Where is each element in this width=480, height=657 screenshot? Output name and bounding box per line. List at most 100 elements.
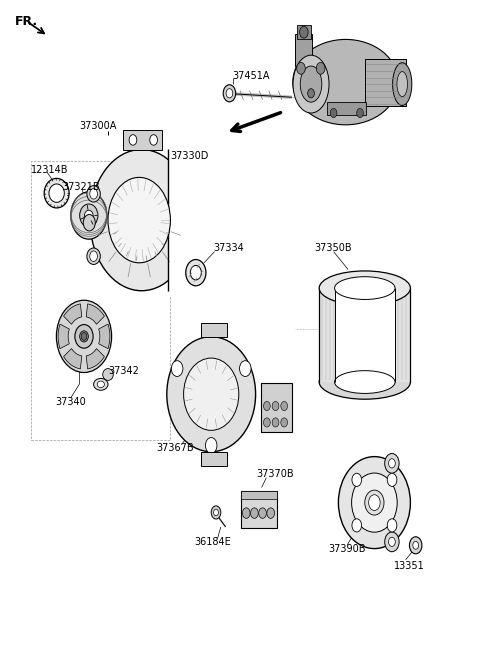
Circle shape — [385, 532, 399, 552]
Bar — [31, 161, 170, 440]
Ellipse shape — [190, 265, 202, 280]
Circle shape — [413, 541, 419, 549]
Ellipse shape — [365, 490, 384, 515]
Bar — [123, 130, 162, 150]
Text: 13351: 13351 — [394, 561, 424, 572]
Circle shape — [352, 473, 361, 486]
Polygon shape — [58, 324, 69, 349]
Circle shape — [387, 519, 397, 532]
Text: 37367B: 37367B — [156, 443, 193, 453]
Ellipse shape — [397, 72, 408, 97]
Ellipse shape — [80, 204, 98, 227]
Circle shape — [171, 361, 183, 376]
Text: 37300A: 37300A — [79, 121, 117, 131]
Bar — [26, 135, 458, 591]
Ellipse shape — [319, 365, 410, 399]
Ellipse shape — [108, 177, 170, 263]
Bar — [201, 323, 227, 337]
Circle shape — [300, 26, 308, 38]
Ellipse shape — [90, 150, 193, 290]
Circle shape — [267, 508, 275, 518]
Circle shape — [385, 453, 399, 473]
Ellipse shape — [351, 473, 397, 532]
Circle shape — [264, 418, 270, 427]
Ellipse shape — [75, 325, 93, 348]
Bar — [297, 25, 311, 39]
Circle shape — [409, 537, 422, 554]
Ellipse shape — [338, 457, 410, 549]
Circle shape — [297, 62, 305, 74]
Ellipse shape — [97, 381, 104, 388]
Ellipse shape — [84, 214, 95, 231]
Circle shape — [240, 361, 251, 376]
Text: 37330D: 37330D — [170, 151, 209, 162]
Ellipse shape — [87, 248, 100, 265]
Circle shape — [281, 401, 288, 411]
Polygon shape — [63, 304, 82, 325]
Bar — [201, 452, 227, 466]
Text: 37334: 37334 — [214, 243, 244, 254]
Circle shape — [389, 537, 396, 547]
Circle shape — [330, 108, 337, 118]
Circle shape — [259, 508, 266, 518]
Ellipse shape — [300, 66, 322, 102]
Ellipse shape — [80, 331, 88, 342]
Ellipse shape — [44, 179, 69, 208]
Circle shape — [90, 251, 97, 261]
Ellipse shape — [167, 336, 255, 452]
Text: 37321B: 37321B — [62, 182, 100, 193]
Ellipse shape — [71, 192, 107, 239]
Ellipse shape — [293, 39, 398, 125]
Ellipse shape — [103, 369, 113, 380]
Circle shape — [389, 459, 396, 468]
Ellipse shape — [49, 184, 64, 202]
Bar — [295, 34, 312, 66]
Ellipse shape — [293, 55, 329, 113]
Ellipse shape — [393, 63, 412, 105]
Polygon shape — [86, 304, 105, 325]
Ellipse shape — [335, 371, 395, 394]
Circle shape — [214, 509, 218, 516]
Bar — [241, 491, 277, 528]
Circle shape — [369, 495, 380, 510]
Ellipse shape — [335, 277, 395, 300]
Bar — [335, 288, 395, 382]
Ellipse shape — [94, 378, 108, 390]
Circle shape — [90, 189, 97, 199]
Circle shape — [264, 401, 270, 411]
Ellipse shape — [319, 271, 410, 306]
Text: FR.: FR. — [14, 14, 37, 28]
Circle shape — [211, 506, 221, 519]
Circle shape — [205, 438, 217, 453]
Bar — [241, 491, 277, 499]
Circle shape — [272, 401, 279, 411]
Bar — [261, 383, 292, 432]
Circle shape — [352, 519, 361, 532]
Ellipse shape — [186, 260, 206, 286]
Circle shape — [308, 89, 314, 98]
Circle shape — [81, 332, 87, 340]
Ellipse shape — [84, 210, 93, 221]
Circle shape — [150, 135, 157, 145]
Circle shape — [272, 418, 279, 427]
Circle shape — [357, 108, 363, 118]
Bar — [319, 288, 410, 382]
Text: 12314B: 12314B — [31, 164, 69, 175]
Polygon shape — [99, 324, 110, 349]
Circle shape — [223, 85, 236, 102]
Circle shape — [129, 135, 137, 145]
Ellipse shape — [87, 185, 100, 202]
Text: 37340: 37340 — [55, 397, 86, 407]
Text: 37370B: 37370B — [257, 469, 294, 480]
Bar — [365, 59, 406, 106]
Ellipse shape — [57, 300, 111, 373]
Circle shape — [387, 473, 397, 486]
Text: 36184E: 36184E — [194, 537, 231, 547]
Circle shape — [242, 508, 250, 518]
Polygon shape — [63, 348, 82, 369]
Text: 37390B: 37390B — [329, 543, 366, 554]
Circle shape — [316, 62, 325, 74]
Circle shape — [226, 89, 233, 98]
Bar — [327, 102, 366, 115]
Polygon shape — [86, 348, 105, 369]
